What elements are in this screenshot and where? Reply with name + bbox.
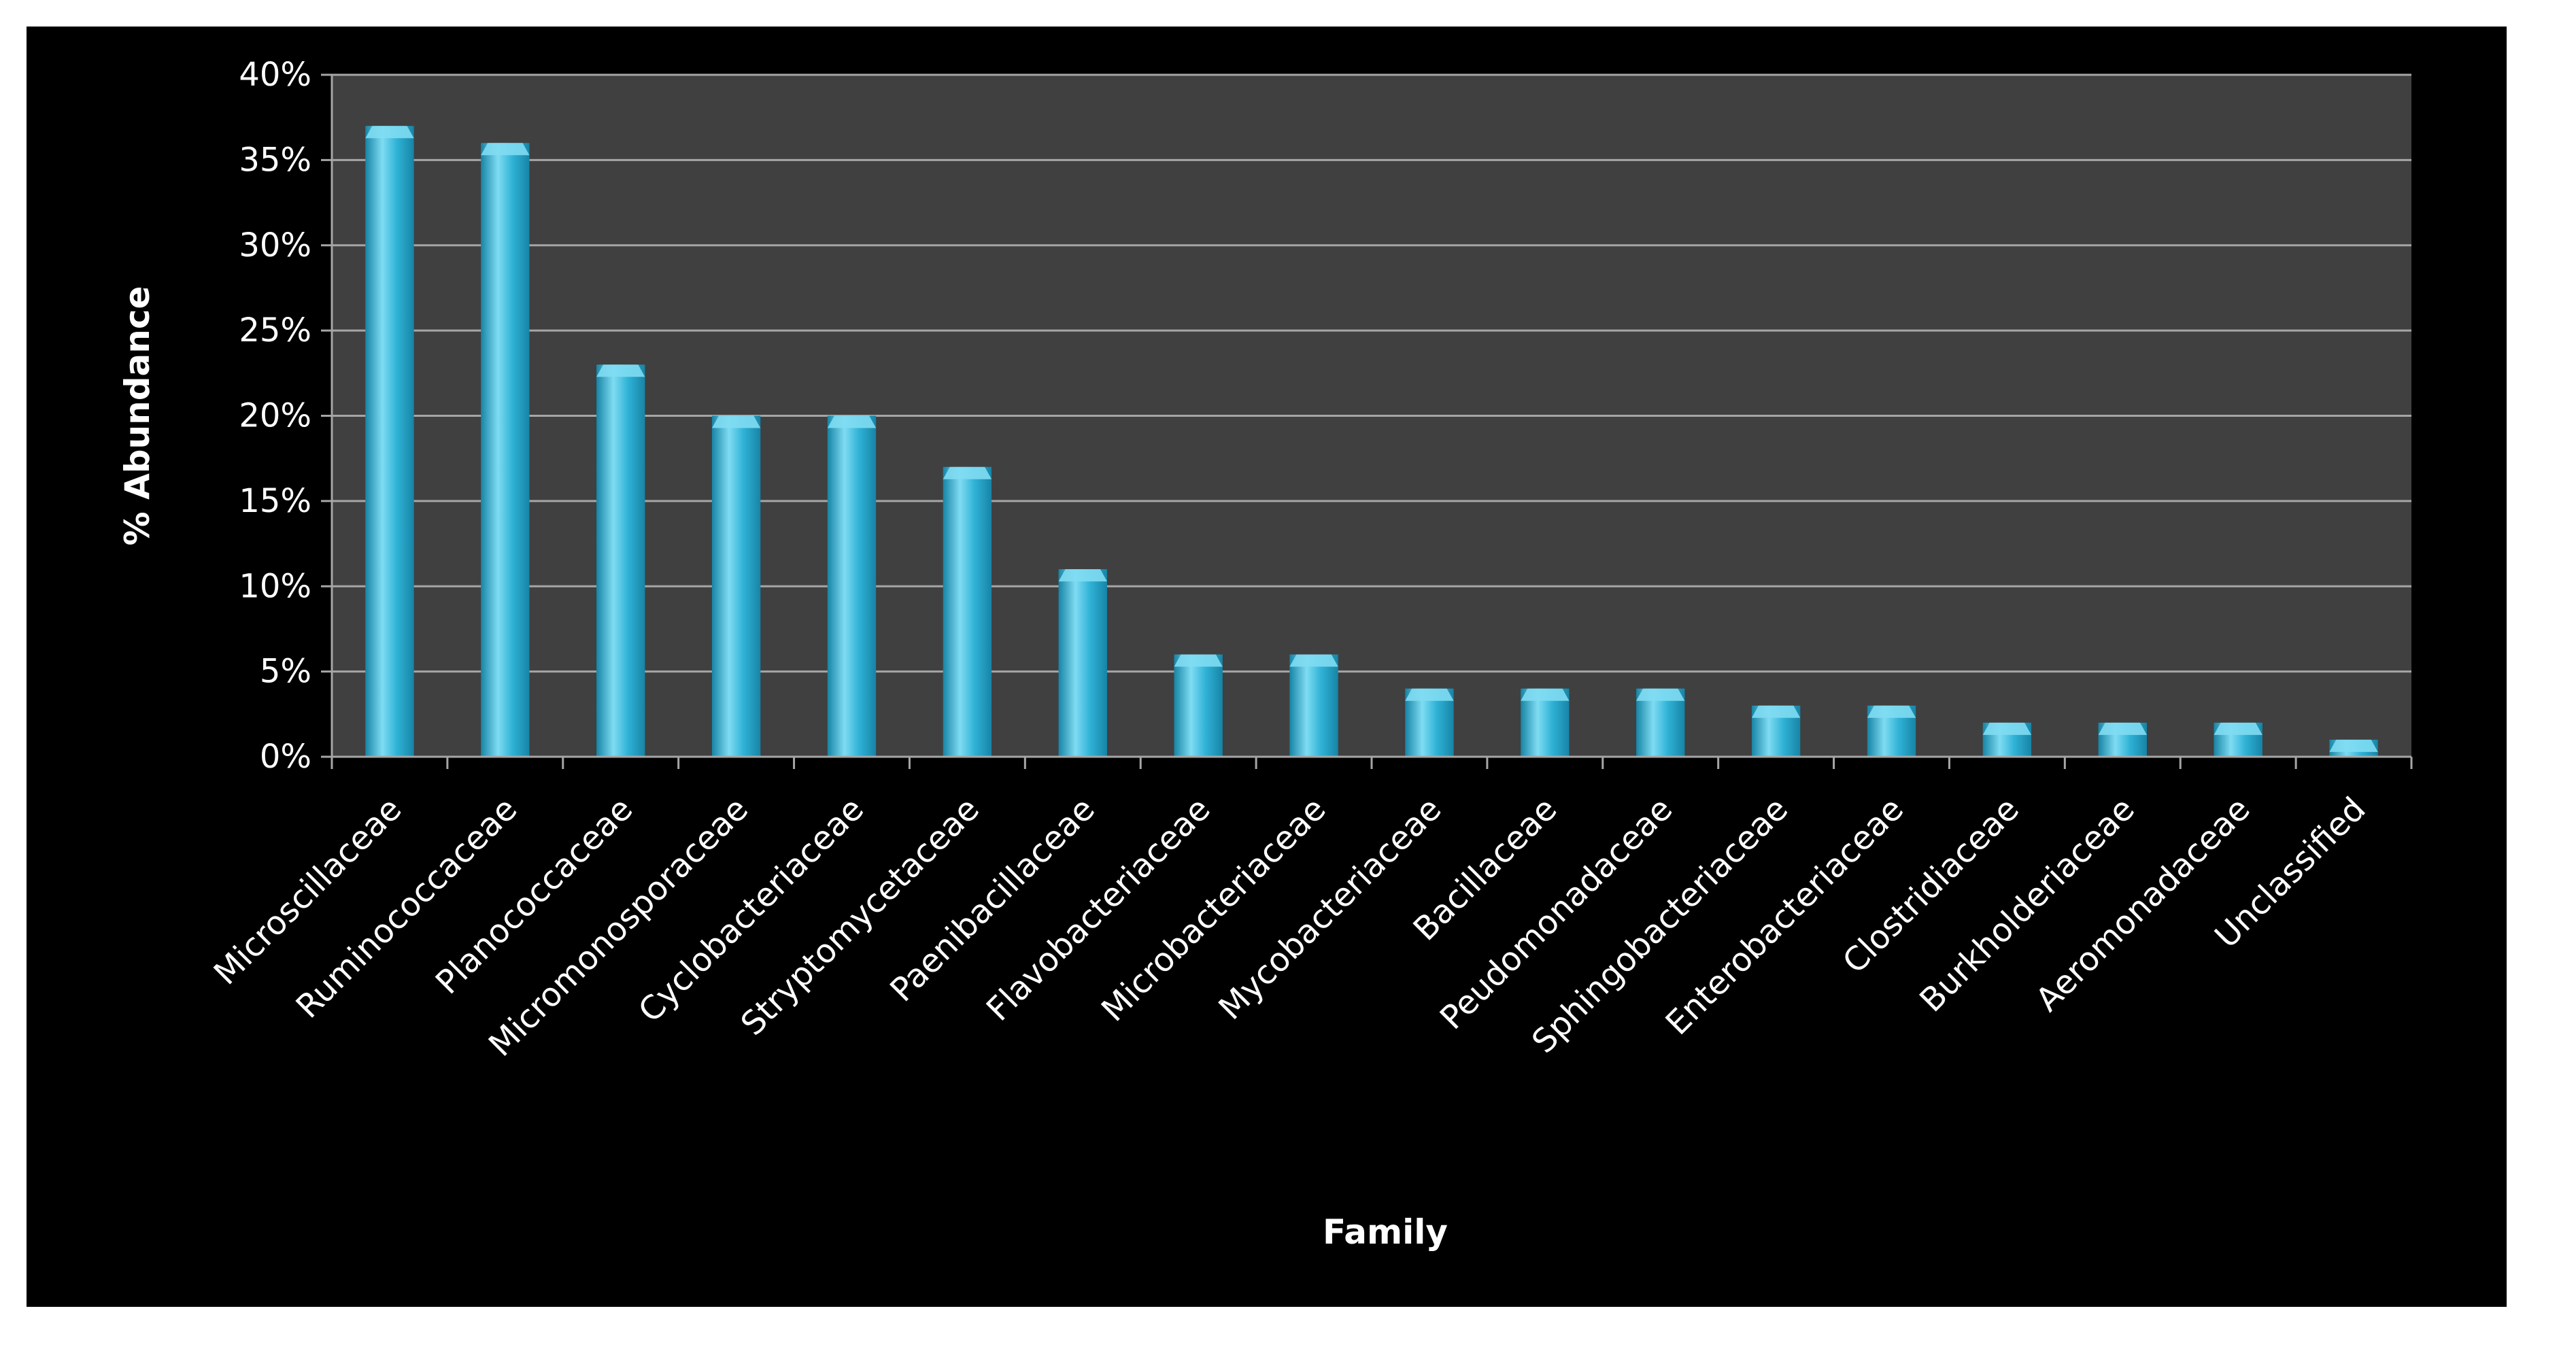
bar-cap xyxy=(828,416,876,428)
bar xyxy=(712,416,760,757)
y-tick-label: 40% xyxy=(239,56,311,94)
bar-cap xyxy=(712,416,760,428)
x-tick-label: Planococcaceae xyxy=(428,790,640,1002)
bar-cap xyxy=(1059,569,1107,581)
bar xyxy=(943,467,992,757)
bar-cap xyxy=(2329,740,2377,752)
y-tick-label: 5% xyxy=(260,653,311,691)
bar-cap xyxy=(943,467,992,479)
bar xyxy=(828,416,876,757)
y-tick-label: 25% xyxy=(239,311,311,349)
bar-cap xyxy=(1983,723,2031,735)
bar-cap xyxy=(1521,689,1569,701)
bar-cap xyxy=(1405,689,1453,701)
x-tick-label: Cyclobacteriaceae xyxy=(631,790,871,1030)
bar-cap xyxy=(365,126,413,138)
bar-cap xyxy=(1752,706,1800,718)
y-tick-label: 30% xyxy=(239,226,311,264)
y-tick-label: 20% xyxy=(239,397,311,435)
x-tick-label: Ruminococcaceae xyxy=(289,790,525,1026)
chart-frame: 0% 5% 10% 15% 20% 25% 30% 35% 40% Microscillacea… xyxy=(27,27,2507,1307)
bar xyxy=(1059,569,1107,757)
x-tick-label: Flavobacteriaceae xyxy=(979,790,1218,1029)
x-tick-label: Burkholderiaceae xyxy=(1912,790,2142,1020)
bar-cap xyxy=(2099,723,2147,735)
y-tick-label: 0% xyxy=(260,738,311,776)
bar xyxy=(365,126,413,757)
bar xyxy=(596,364,645,757)
y-tick-labels: 0% 5% 10% 15% 20% 25% 30% 35% 40% xyxy=(239,56,311,776)
bar xyxy=(481,143,529,757)
x-tick-label: Mycobacteriaceae xyxy=(1211,790,1448,1027)
bar xyxy=(1174,655,1222,757)
y-tick-label: 35% xyxy=(239,141,311,179)
x-tick-label: Microbacteriaceae xyxy=(1094,790,1334,1029)
bar-chart: 0% 5% 10% 15% 20% 25% 30% 35% 40% Microscillacea… xyxy=(27,27,2507,1307)
bar-cap xyxy=(1289,655,1338,667)
x-tick-labels: MicroscillaceaeRuminococcaceaePlanococca… xyxy=(207,790,2373,1064)
x-tick-label: Aeromonadaceae xyxy=(2029,790,2258,1019)
bar-cap xyxy=(596,364,645,377)
bar-cap xyxy=(2214,723,2262,735)
y-axis-title: % Abundance xyxy=(118,286,157,546)
x-tick-label: Paenibacillaceae xyxy=(883,790,1102,1009)
bar-cap xyxy=(1174,655,1222,667)
bar-cap xyxy=(1636,689,1684,701)
bar-cap xyxy=(1867,706,1916,718)
y-tick-label: 15% xyxy=(239,482,311,520)
x-axis-title: Family xyxy=(1323,1212,1448,1252)
bar xyxy=(1289,655,1338,757)
x-tick-label: Peudomonadaceae xyxy=(1433,790,1680,1037)
y-tick-label: 10% xyxy=(239,567,311,605)
bar-cap xyxy=(481,143,529,155)
